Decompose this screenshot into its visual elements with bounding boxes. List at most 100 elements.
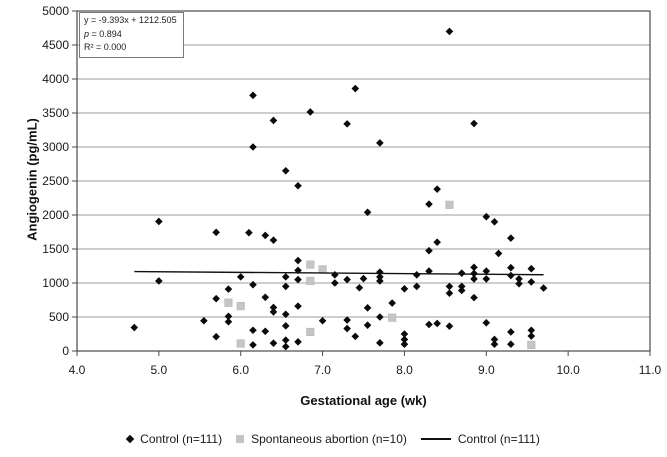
data-point-control bbox=[400, 335, 409, 344]
data-point-control bbox=[425, 200, 433, 208]
data-point-control bbox=[281, 273, 290, 281]
y-tick-label-2500: 2500 bbox=[42, 174, 69, 188]
data-point-control bbox=[376, 313, 384, 321]
x-tick-label-10.0: 10.0 bbox=[556, 363, 580, 377]
data-point-control bbox=[249, 280, 257, 289]
data-point-control bbox=[482, 267, 491, 275]
square-marker-icon bbox=[236, 435, 245, 443]
data-point-control bbox=[281, 167, 290, 175]
data-point-control bbox=[269, 339, 278, 347]
data-point-control bbox=[249, 341, 257, 349]
data-point-control bbox=[212, 332, 220, 341]
legend-label-trendline: Control (n=111) bbox=[457, 432, 540, 446]
x-tick-label-9.0: 9.0 bbox=[477, 363, 495, 377]
data-point-control bbox=[425, 246, 433, 255]
data-point-control bbox=[343, 275, 351, 284]
data-point-control bbox=[249, 326, 257, 335]
data-point-control bbox=[457, 269, 466, 277]
data-point-control bbox=[343, 324, 351, 333]
data-point-spontaneous-abortion bbox=[306, 276, 315, 286]
data-point-spontaneous-abortion bbox=[306, 260, 315, 269]
data-point-spontaneous-abortion bbox=[318, 265, 327, 274]
data-point-control bbox=[507, 328, 515, 336]
data-point-control bbox=[281, 310, 290, 319]
y-tick-label-2000: 2000 bbox=[42, 208, 69, 222]
data-point-control bbox=[425, 320, 433, 329]
data-point-control bbox=[515, 279, 523, 288]
legend-label-control: Control (n=111) bbox=[140, 432, 223, 446]
data-point-control bbox=[445, 282, 454, 291]
data-point-control bbox=[281, 336, 290, 344]
data-point-control bbox=[482, 318, 491, 327]
legend-label-spontaneous-abortion: Spontaneous abortion (n=10) bbox=[251, 432, 407, 446]
data-point-control bbox=[376, 339, 384, 347]
y-tick-label-4500: 4500 bbox=[42, 38, 69, 52]
data-point-control bbox=[494, 249, 503, 258]
data-point-control bbox=[527, 326, 536, 335]
data-point-control bbox=[155, 277, 163, 285]
data-point-control bbox=[470, 269, 478, 278]
y-tick-label-1500: 1500 bbox=[42, 242, 69, 256]
data-point-control bbox=[331, 279, 339, 287]
data-point-control bbox=[212, 228, 220, 237]
data-point-control bbox=[281, 322, 290, 330]
data-point-control bbox=[224, 312, 233, 321]
data-point-control bbox=[507, 234, 515, 242]
data-point-control bbox=[412, 271, 421, 279]
data-point-control bbox=[261, 231, 270, 240]
data-point-control bbox=[507, 340, 515, 348]
x-tick-label-7.0: 7.0 bbox=[314, 363, 331, 377]
data-point-control bbox=[281, 282, 290, 291]
data-point-control bbox=[249, 143, 257, 151]
data-point-control bbox=[507, 271, 515, 280]
data-point-control bbox=[445, 289, 454, 297]
y-tick-label-500: 500 bbox=[48, 310, 69, 324]
data-point-control bbox=[527, 278, 536, 286]
data-point-control bbox=[294, 181, 302, 190]
y-tick-label-3500: 3500 bbox=[42, 106, 69, 120]
data-point-control bbox=[294, 338, 302, 346]
data-point-control bbox=[249, 91, 257, 100]
data-point-control bbox=[445, 27, 454, 36]
data-point-control bbox=[269, 236, 278, 244]
x-tick-label-4.0: 4.0 bbox=[68, 363, 86, 377]
data-point-control bbox=[294, 256, 302, 265]
data-point-control bbox=[269, 303, 278, 312]
r-squared-value: R² = 0.000 bbox=[84, 42, 127, 52]
regression-annotation-box: y = -9.393x + 1212.505 p = 0.894 R² = 0.… bbox=[79, 12, 184, 58]
legend-item-control: Control (n=111) bbox=[125, 432, 223, 446]
data-point-control bbox=[130, 323, 139, 332]
data-point-control bbox=[470, 293, 478, 302]
data-point-control bbox=[482, 212, 491, 221]
data-point-control bbox=[490, 340, 499, 348]
diamond-marker-icon bbox=[125, 434, 135, 444]
p-value: p = 0.894 bbox=[84, 28, 122, 39]
x-tick-label-6.0: 6.0 bbox=[232, 363, 250, 377]
data-point-control bbox=[212, 294, 220, 303]
data-point-control bbox=[470, 263, 478, 272]
data-point-control bbox=[527, 332, 536, 340]
data-point-control bbox=[261, 327, 270, 336]
data-point-control bbox=[155, 217, 163, 226]
data-point-control bbox=[457, 286, 466, 295]
data-point-control bbox=[331, 271, 339, 279]
data-point-control bbox=[343, 316, 351, 324]
data-point-spontaneous-abortion bbox=[445, 200, 454, 209]
data-point-control bbox=[388, 299, 396, 307]
data-point-control bbox=[343, 120, 351, 128]
legend: Control (n=111) Spontaneous abortion (n=… bbox=[0, 428, 667, 450]
data-point-spontaneous-abortion bbox=[224, 298, 233, 307]
data-point-control bbox=[539, 284, 548, 292]
legend-item-trendline: Control (n=111) bbox=[420, 432, 540, 446]
data-point-control bbox=[351, 332, 360, 341]
data-point-control bbox=[351, 84, 360, 93]
y-tick-label-1000: 1000 bbox=[42, 276, 69, 290]
data-point-control bbox=[400, 284, 409, 293]
x-tick-label-5.0: 5.0 bbox=[150, 363, 168, 377]
y-tick-label-3000: 3000 bbox=[42, 140, 69, 154]
data-point-spontaneous-abortion bbox=[236, 302, 245, 311]
data-point-control bbox=[294, 302, 302, 310]
data-point-control bbox=[507, 263, 515, 272]
data-point-control bbox=[363, 321, 372, 329]
